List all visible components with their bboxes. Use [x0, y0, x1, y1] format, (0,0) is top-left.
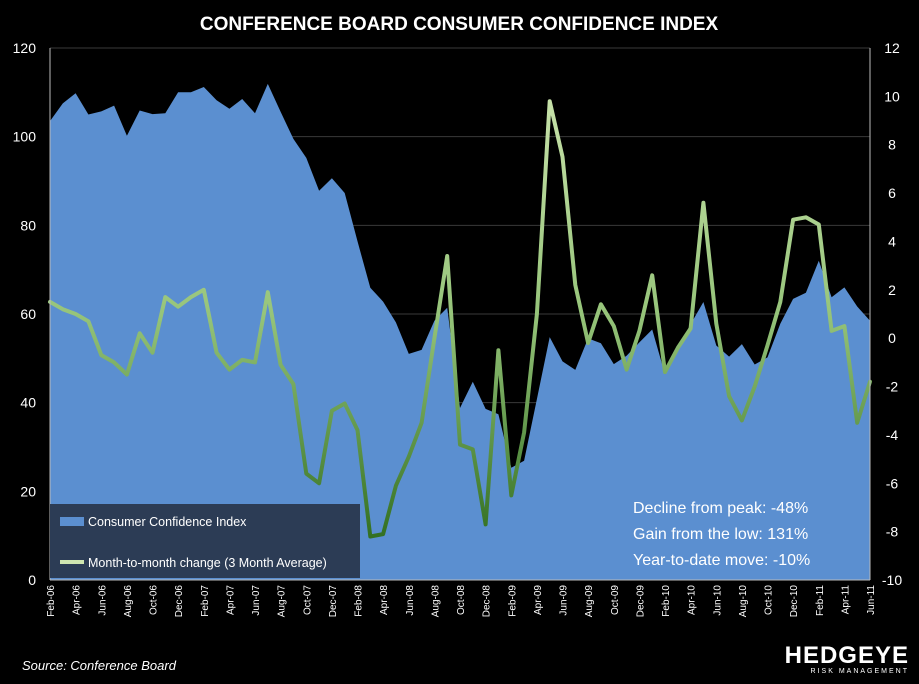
legend-area-label: Consumer Confidence Index: [88, 515, 247, 529]
x-tick-label: Apr-09: [533, 585, 544, 615]
x-tick-label: Apr-08: [379, 585, 390, 615]
x-tick-label: Dec-08: [482, 585, 493, 618]
x-tick-label: Aug-10: [738, 585, 749, 618]
x-tick-label: Aug-07: [277, 585, 288, 618]
x-tick-label: Jun-10: [712, 585, 723, 616]
x-tick-label: Dec-07: [328, 585, 339, 618]
right-tick-label: 10: [884, 88, 900, 104]
x-tick-label: Apr-07: [225, 585, 236, 615]
x-tick-label: Feb-10: [661, 585, 672, 617]
x-tick-labels: Feb-06 Apr-06 Jun-06 Aug-06 Oct-06 Dec-06 Feb-…: [46, 585, 877, 618]
right-tick-label: -8: [886, 524, 899, 540]
left-tick-label: 0: [28, 572, 36, 588]
left-tick-label: 80: [20, 217, 36, 233]
right-tick-labels: -10 -8 -6 -4 -2 0 2 4 6 8 10 12: [882, 40, 902, 588]
left-tick-label: 40: [20, 395, 36, 411]
x-tick-label: Feb-06: [46, 585, 57, 617]
x-tick-label: Dec-09: [635, 585, 646, 618]
x-tick-label: Aug-08: [430, 585, 441, 618]
stat-gain: Gain from the low: 131%: [633, 526, 808, 543]
legend-line-label: Month-to-month change (3 Month Average): [88, 556, 327, 570]
x-tick-label: Dec-06: [174, 585, 185, 618]
stat-ytd: Year-to-date move: -10%: [633, 552, 810, 569]
brand-logo: HEDGEYE RISK MANAGEMENT: [785, 642, 909, 675]
axes: [49, 48, 871, 581]
left-tick-label: 120: [13, 40, 37, 56]
right-tick-label: -2: [886, 379, 899, 395]
right-tick-label: 2: [888, 282, 896, 298]
line-layer: [48, 99, 872, 539]
legend-area-swatch: [60, 517, 84, 526]
right-tick-label: 12: [884, 40, 900, 56]
right-tick-label: 4: [888, 233, 896, 249]
x-tick-label: Feb-09: [507, 585, 518, 617]
mom-change-line: [48, 99, 872, 539]
area-layer: [50, 83, 870, 581]
x-tick-label: Oct-09: [610, 585, 621, 615]
x-tick-label: Jun-07: [251, 585, 262, 616]
stats-annotation: Decline from peak: -48% Gain from the lo…: [633, 500, 810, 569]
right-tick-label: 8: [888, 137, 896, 153]
right-tick-label: 0: [888, 330, 896, 346]
x-tick-label: Feb-07: [200, 585, 211, 617]
chart-title: CONFERENCE BOARD CONSUMER CONFIDENCE IND…: [200, 14, 719, 35]
x-tick-label: Aug-09: [584, 585, 595, 618]
right-tick-label: -10: [882, 572, 902, 588]
left-tick-label: 100: [13, 129, 37, 145]
left-tick-label: 20: [20, 483, 36, 499]
x-tick-label: Dec-10: [789, 585, 800, 618]
x-tick-label: Jun-08: [405, 585, 416, 616]
source-note: Source: Conference Board: [22, 658, 177, 673]
brand-sub: RISK MANAGEMENT: [811, 668, 909, 675]
x-tick-label: Aug-06: [123, 585, 134, 618]
x-tick-label: Jun-06: [97, 585, 108, 616]
x-tick-label: Apr-06: [72, 585, 83, 615]
legend: Consumer Confidence Index Month-to-month…: [50, 504, 360, 578]
x-tick-label: Apr-11: [840, 585, 851, 615]
confidence-index-area: [50, 83, 870, 581]
x-tick-label: Oct-08: [456, 585, 467, 615]
x-tick-label: Apr-10: [687, 585, 698, 615]
x-tick-label: Jun-09: [559, 585, 570, 616]
x-tick-label: Jun-11: [866, 585, 877, 615]
x-tick-label: Feb-11: [815, 585, 826, 616]
x-tick-label: Feb-08: [354, 585, 365, 617]
x-tick-label: Oct-10: [764, 585, 775, 615]
x-tick-label: Oct-07: [302, 585, 313, 615]
right-tick-label: 6: [888, 185, 896, 201]
brand-name: HEDGEYE: [785, 642, 909, 669]
right-tick-label: -4: [886, 427, 899, 443]
x-tick-label: Oct-06: [149, 585, 160, 615]
stat-decline: Decline from peak: -48%: [633, 500, 808, 517]
right-tick-label: -6: [886, 475, 899, 491]
left-tick-labels: 0 20 40 60 80 100 120: [13, 40, 37, 588]
legend-box: [50, 504, 360, 578]
left-tick-label: 60: [20, 306, 36, 322]
